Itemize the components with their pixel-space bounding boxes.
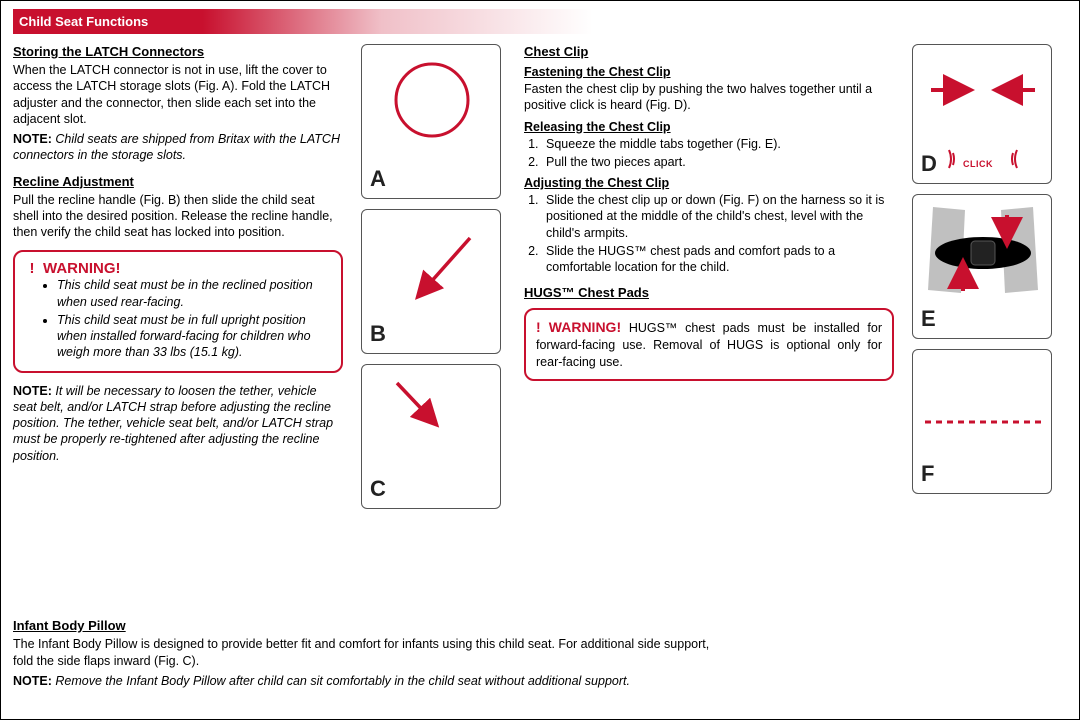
warning-list: This child seat must be in the reclined … [25,277,331,360]
recline-note-text: It will be necessary to loosen the tethe… [13,384,333,463]
hugs-warn-label: WARNING! [536,319,621,335]
storing-note: NOTE: Child seats are shipped from Brita… [13,131,343,164]
infant-note-text: Remove the Infant Body Pillow after chil… [55,674,630,688]
adjust-item: Slide the HUGS™ chest pads and comfort p… [542,243,894,276]
figure-c: C [361,364,501,509]
warning-item: This child seat must be in the reclined … [57,277,331,310]
adjust-item: Slide the chest clip up or down (Fig. F)… [542,192,894,241]
warning-item: This child seat must be in full upright … [57,312,331,361]
release-item: Pull the two pieces apart. [542,154,894,170]
figure-e-label: E [921,306,936,332]
col-right-text: Chest Clip Fastening the Chest Clip Fast… [524,44,894,509]
chest-heading: Chest Clip [524,44,894,59]
infant-heading: Infant Body Pillow [13,618,713,633]
figure-d-label: D [921,151,937,177]
recline-note: NOTE: It will be necessary to loosen the… [13,383,343,464]
release-item: Squeeze the middle tabs together (Fig. E… [542,136,894,152]
warning-box-hugs: WARNING! HUGS™ chest pads must be instal… [524,308,894,381]
figure-f-label: F [921,461,934,487]
figure-b-label: B [370,321,386,347]
recline-heading: Recline Adjustment [13,174,343,189]
warning-box-left: WARNING! This child seat must be in the … [13,250,343,372]
storing-note-text: Child seats are shipped from Britax with… [13,132,340,162]
col-figs-left: A B C [361,44,506,509]
figure-b: B [361,209,501,354]
figure-f: F [912,349,1052,494]
storing-body: When the LATCH connector is not in use, … [13,62,343,127]
recline-body: Pull the recline handle (Fig. B) then sl… [13,192,343,241]
page: Child Seat Functions Storing the LATCH C… [0,0,1080,720]
infant-note: NOTE: Remove the Infant Body Pillow afte… [13,673,713,689]
warning-heading: WARNING! [25,260,331,277]
columns: Storing the LATCH Connectors When the LA… [13,44,1067,509]
infant-section: Infant Body Pillow The Infant Body Pillo… [13,618,713,699]
figure-e: E [912,194,1052,339]
adjust-list: Slide the chest clip up or down (Fig. F)… [524,192,894,275]
fasten-body: Fasten the chest clip by pushing the two… [524,81,894,114]
fasten-heading: Fastening the Chest Clip [524,65,894,79]
click-label: CLICK [963,159,993,169]
col-figs-right: CLICK D E [912,44,1057,509]
header-bar: Child Seat Functions [13,9,1067,34]
figure-d: CLICK D [912,44,1052,184]
release-list: Squeeze the middle tabs together (Fig. E… [524,136,894,171]
header-title: Child Seat Functions [19,14,148,29]
hugs-heading: HUGS™ Chest Pads [524,285,894,300]
figure-a: A [361,44,501,199]
storing-heading: Storing the LATCH Connectors [13,44,343,59]
infant-body: The Infant Body Pillow is designed to pr… [13,636,713,669]
col-left: Storing the LATCH Connectors When the LA… [13,44,343,509]
figure-c-label: C [370,476,386,502]
release-heading: Releasing the Chest Clip [524,120,894,134]
adjust-heading: Adjusting the Chest Clip [524,176,894,190]
figure-a-label: A [370,166,386,192]
